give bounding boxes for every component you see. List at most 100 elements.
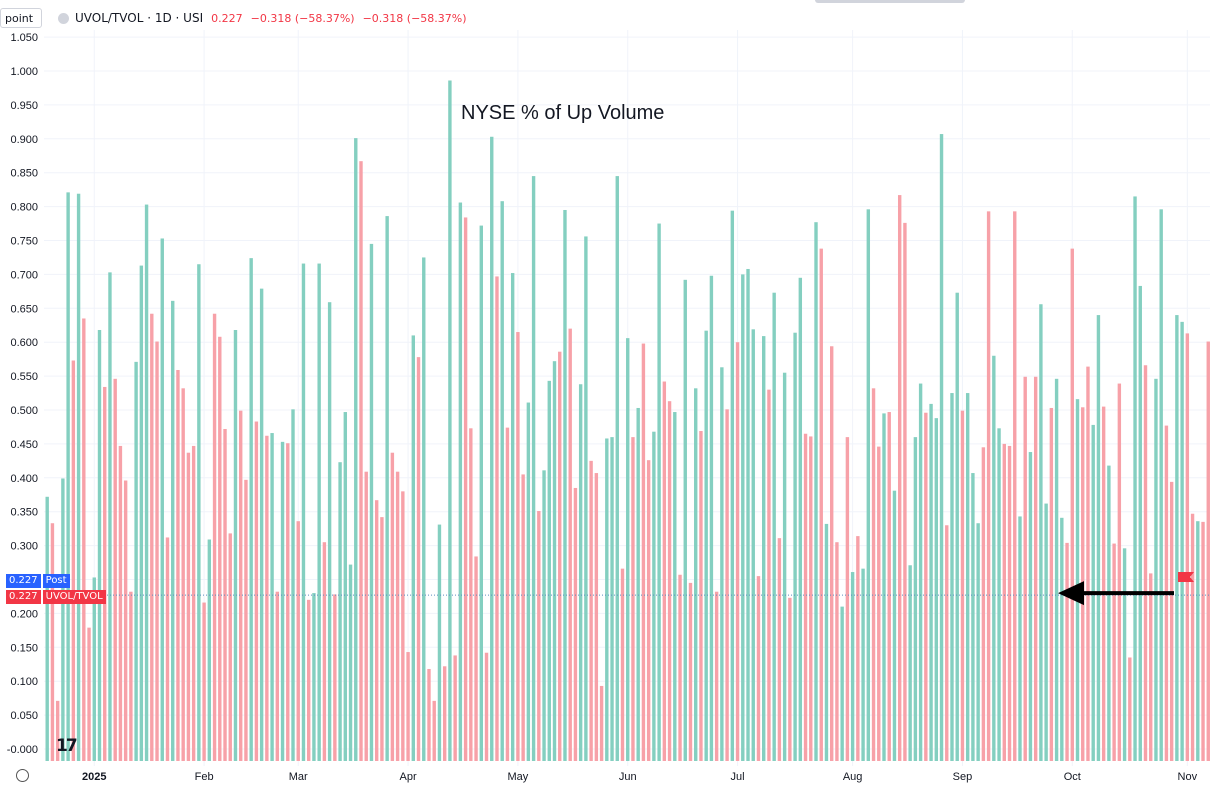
- y-tick-label: 0.700: [10, 269, 38, 281]
- bar: [61, 478, 65, 761]
- x-tick-label: Jul: [731, 771, 745, 783]
- bar: [103, 386, 107, 761]
- bar: [1007, 445, 1012, 761]
- post-tag-value: 0.227: [6, 574, 41, 588]
- bar: [212, 313, 217, 761]
- bar: [646, 460, 651, 761]
- bar: [924, 412, 928, 761]
- bar: [751, 329, 755, 761]
- y-tick-label: 0.600: [10, 337, 38, 349]
- bar: [594, 473, 599, 761]
- bar: [840, 606, 844, 761]
- bar: [636, 407, 640, 761]
- chart-annotation-text[interactable]: NYSE % of Up Volume: [461, 102, 665, 124]
- y-tick-label: 0.800: [10, 202, 38, 214]
- interval-box[interactable]: point: [0, 8, 42, 28]
- bar: [782, 372, 787, 761]
- bar: [657, 223, 661, 762]
- bar: [55, 700, 60, 761]
- y-tick-label: 1.000: [10, 66, 38, 78]
- bar: [746, 268, 750, 761]
- bar: [830, 346, 834, 761]
- bar: [704, 330, 708, 761]
- bar: [939, 134, 944, 761]
- settings-gear-icon[interactable]: [16, 769, 29, 782]
- y-tick-label: 0.450: [10, 439, 38, 451]
- symbol-legend[interactable]: UVOL/TVOL · 1D · USI 0.227 −0.318 (−58.3…: [58, 11, 467, 25]
- bar: [809, 436, 813, 761]
- bar: [422, 257, 426, 761]
- bar: [929, 403, 933, 761]
- bar: [338, 462, 342, 761]
- x-tick-label: Aug: [843, 771, 863, 783]
- bar: [667, 401, 672, 761]
- bar: [955, 292, 959, 761]
- bar: [1149, 573, 1153, 761]
- bar: [673, 412, 677, 761]
- bar: [259, 288, 264, 761]
- bar: [448, 80, 452, 761]
- bar: [652, 431, 656, 761]
- bar: [945, 525, 949, 761]
- symbol-tag-label: UVOL/TVOL: [42, 590, 106, 604]
- bar: [71, 360, 76, 761]
- bar: [510, 273, 515, 761]
- bar: [176, 369, 180, 761]
- bar: [641, 343, 646, 761]
- legend-value: 0.227: [211, 11, 243, 25]
- bar: [599, 685, 604, 761]
- bar: [558, 351, 562, 761]
- symbol-price-tag: 0.227 UVOL/TVOL: [6, 590, 106, 604]
- bar: [1122, 548, 1127, 761]
- bar: [218, 336, 222, 761]
- bar: [265, 435, 269, 761]
- bar: [871, 388, 876, 761]
- y-tick-label: 0.950: [10, 100, 38, 112]
- bar: [364, 471, 368, 761]
- tradingview-logo[interactable]: 17: [56, 736, 78, 756]
- bar: [542, 470, 546, 761]
- bar: [605, 438, 609, 761]
- bar: [683, 279, 687, 761]
- bar: [1060, 517, 1064, 761]
- bar: [233, 329, 238, 761]
- legend-symbol: UVOL/TVOL · 1D · USI: [75, 11, 204, 25]
- bar: [1044, 503, 1048, 761]
- bar: [950, 393, 954, 761]
- overlay-layer: [44, 581, 1210, 606]
- y-tick-label: 0.900: [10, 134, 38, 146]
- x-tick-label: May: [508, 771, 529, 783]
- bar: [270, 433, 274, 761]
- bar: [997, 428, 1001, 761]
- bar: [1054, 378, 1059, 761]
- bar: [343, 412, 348, 761]
- bar: [1117, 383, 1122, 761]
- bar: [312, 593, 316, 761]
- bar: [118, 445, 123, 761]
- bar: [1185, 333, 1190, 761]
- bar: [359, 161, 363, 761]
- bar: [861, 568, 865, 761]
- bar: [741, 274, 745, 761]
- bar: [437, 524, 442, 761]
- flag-icon[interactable]: [1178, 572, 1194, 582]
- bar: [1013, 211, 1017, 761]
- bar: [547, 380, 551, 761]
- bar: [552, 361, 557, 761]
- bar: [1154, 378, 1158, 761]
- bar: [427, 668, 431, 761]
- bar: [139, 265, 144, 761]
- bar: [819, 248, 823, 762]
- bar: [976, 523, 980, 761]
- y-tick-label: 0.200: [10, 608, 38, 620]
- bar: [1133, 196, 1137, 761]
- bar: [395, 471, 400, 761]
- bar: [798, 277, 803, 761]
- bar: [762, 336, 766, 761]
- bar: [1201, 521, 1205, 761]
- bar: [479, 225, 483, 762]
- bar: [892, 490, 897, 761]
- bar: [385, 216, 389, 762]
- bar: [584, 236, 588, 761]
